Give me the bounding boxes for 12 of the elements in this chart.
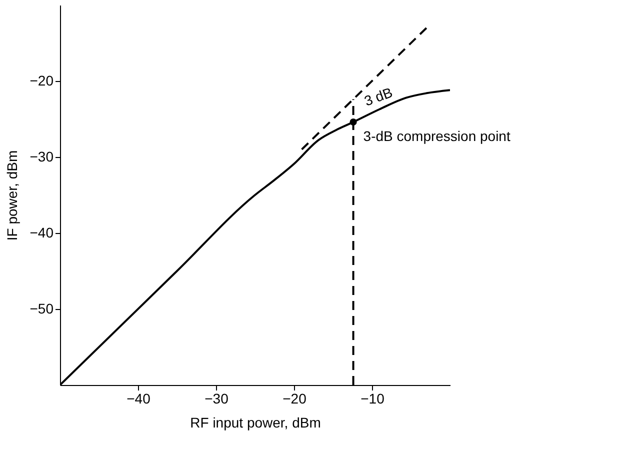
y-tick-label: −50 <box>30 300 54 316</box>
x-tick-label: −40 <box>126 390 151 406</box>
x-axis-title: RF input power, dBm <box>190 414 321 430</box>
x-tick-label: −10 <box>360 390 385 406</box>
y-tick-label: −30 <box>30 148 54 164</box>
x-tick-label: −20 <box>282 390 307 406</box>
y-axis-title: IF power, dBm <box>4 150 20 241</box>
y-tick-label: −20 <box>30 72 54 88</box>
annotation: 3 dB <box>362 84 395 109</box>
y-tick-label: −40 <box>30 224 54 240</box>
x-tick-label: −30 <box>204 390 229 406</box>
annotation: 3-dB compression point <box>363 128 510 144</box>
